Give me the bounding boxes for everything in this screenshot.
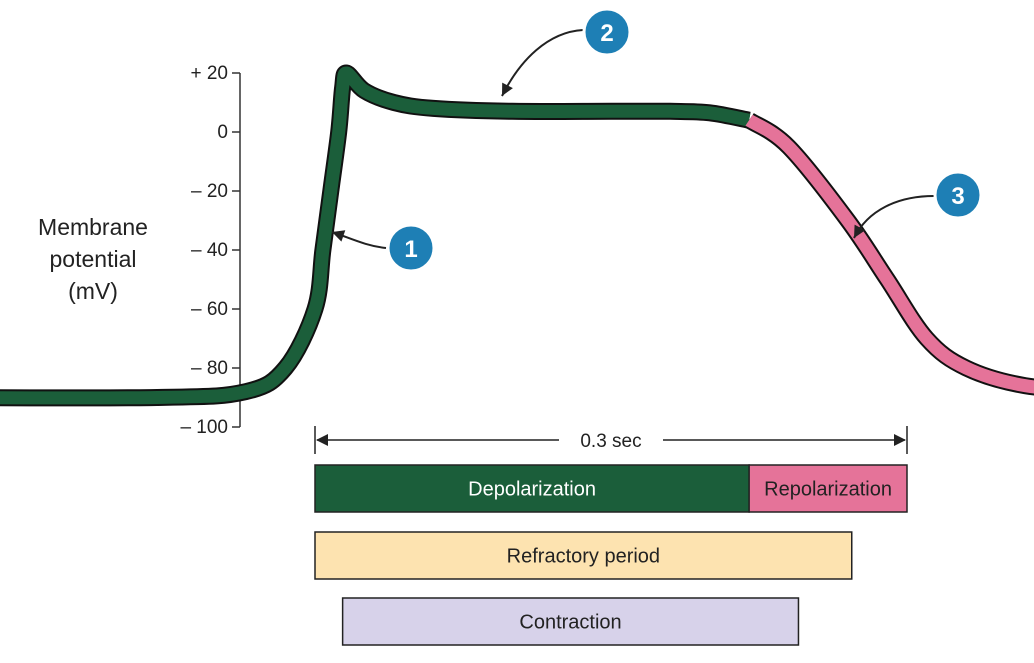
y-tick-label: – 40	[191, 240, 228, 261]
marker-arrowhead	[332, 230, 346, 242]
marker-arrow	[501, 29, 584, 97]
curve-outline	[744, 112, 1034, 396]
duration-indicator: 0.3 sec	[314, 426, 908, 454]
y-axis-label: Membrane potential (mV)	[38, 214, 148, 304]
marker-circle	[386, 223, 436, 273]
marker-arrowhead	[502, 82, 513, 96]
duration-label: 0.3 sec	[580, 431, 641, 452]
y-axis-label-line: Membrane	[38, 214, 148, 240]
marker-circle	[933, 170, 983, 220]
y-axis-label-line: (mV)	[68, 278, 118, 304]
repolarization-segment	[745, 114, 1034, 394]
y-tick-label: + 20	[190, 63, 228, 84]
y-tick-label: – 60	[191, 299, 228, 320]
marker-number: 1	[404, 236, 417, 263]
potential-curve	[0, 64, 1034, 407]
marker-number: 2	[600, 20, 613, 47]
marker-arrowhead	[854, 224, 866, 238]
y-axis: + 20 0 – 20 – 40 – 60 – 80 – 100	[180, 63, 241, 438]
phase-bar-label: Repolarization	[764, 479, 892, 501]
phase-bar	[314, 531, 853, 580]
duration-arrowhead-right	[894, 434, 906, 446]
y-tick-label: 0	[217, 122, 228, 143]
depolarization-segment	[0, 66, 751, 405]
marker-number: 3	[951, 183, 964, 210]
phase-bar-label: Depolarization	[468, 479, 596, 501]
phase-bar-label: Refractory period	[507, 546, 660, 568]
phase-bar-label: Contraction	[519, 612, 621, 634]
duration-arrowhead-left	[316, 434, 328, 446]
marker-circle	[582, 7, 632, 57]
phase-markers: 1 2 3	[331, 7, 983, 273]
y-axis-label-line: potential	[50, 246, 137, 272]
phase-bar	[341, 597, 800, 646]
y-tick-label: – 20	[191, 181, 228, 202]
y-tick-label: – 80	[191, 358, 228, 379]
y-tick-label: – 100	[180, 417, 228, 438]
phase-bars: Depolarization Repolarization Refractory p…	[314, 464, 908, 646]
phase-bar	[748, 464, 908, 513]
